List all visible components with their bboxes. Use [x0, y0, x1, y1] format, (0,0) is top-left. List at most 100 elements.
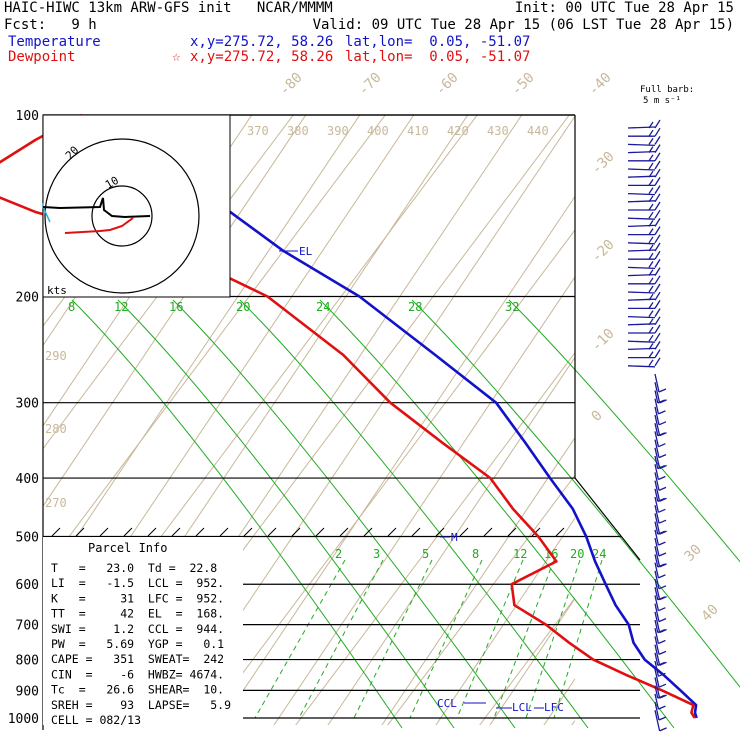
wind-barb: [627, 185, 661, 196]
hatch-mark: [435, 527, 445, 537]
dry-adiabat-line: [489, 597, 575, 725]
hodograph-ring-10: [91, 185, 153, 247]
wind-barb: [654, 710, 667, 732]
wind-barb: [654, 701, 667, 721]
dewpoint-latlon: lat,lon= 0.05, -51.07: [345, 49, 531, 65]
wind-barb: [654, 431, 666, 448]
isotherm-label: -20: [589, 237, 618, 266]
mixing-ratio-label: 28: [408, 300, 422, 314]
temperature-xy: x,y=275.72, 58.26: [190, 34, 334, 50]
hatch-mark: [411, 527, 421, 537]
barb-legend-line1: Full barb:: [640, 85, 694, 95]
wind-barb: [654, 398, 666, 415]
theta-label: 270: [45, 496, 67, 510]
hatch-mark: [219, 527, 229, 537]
mixing-ratio-label: 2: [335, 547, 342, 561]
model-title: HAIC-HIWC 13km ARW-GFS init NCAR/MMMM: [4, 0, 333, 16]
parcel-info-box: Parcel Info T = 23.0 Td = 22.8LI = -1.5 …: [43, 537, 243, 727]
hatch-mark: [195, 527, 205, 537]
pressure-tick-label: 300: [16, 397, 39, 412]
ccl-label: CCL: [437, 697, 457, 710]
wind-barb: [627, 218, 661, 228]
wind-barb: [627, 291, 661, 301]
barb-legend-line2: 5 m s⁻¹: [643, 96, 681, 106]
mixing-ratio-label: 12: [114, 300, 128, 314]
wind-barb: [627, 267, 661, 277]
wind-barb: [627, 234, 661, 245]
dewpoint-star-icon: ☆: [172, 49, 181, 65]
wind-barb: [627, 242, 661, 252]
temperature-trace: [162, 114, 698, 719]
wind-barb: [654, 603, 667, 623]
mixing-ratio-line: [172, 299, 516, 729]
wind-barb: [627, 160, 661, 171]
wind-barb: [628, 226, 661, 236]
theta-label: 290: [45, 349, 67, 363]
mixing-ratio-label: 3: [373, 547, 380, 561]
wind-barb: [654, 455, 666, 470]
wind-barb: [654, 423, 666, 437]
mixing-ratio-line: [411, 299, 740, 688]
theta-label: 430: [487, 124, 509, 138]
theta-label: 390: [327, 124, 349, 138]
hatch-mark: [387, 527, 397, 537]
wind-barb: [654, 390, 666, 404]
hatch-mark: [531, 527, 541, 537]
mixing-ratio-label: 32: [505, 300, 519, 314]
theta-label: 400: [367, 124, 389, 138]
mixing-ratio-label: 20: [236, 300, 250, 314]
parcel-info-row: CELL = 082/13: [51, 713, 141, 727]
isotherm-label: -60: [433, 70, 462, 99]
wind-barb: [627, 316, 661, 326]
wind-barb: [628, 324, 661, 334]
hatch-mark: [555, 527, 565, 537]
wind-barb: [654, 472, 667, 491]
wind-barb: [628, 300, 661, 310]
hodograph-trace-mid: [42, 197, 151, 219]
isotherm-label: -40: [586, 70, 615, 99]
mixing-ratio-label: 12: [513, 547, 527, 561]
wind-barb: [654, 521, 666, 535]
isotherm-label: -10: [589, 326, 618, 355]
mixing-ratio-label: 24: [592, 547, 606, 561]
mixing-ratio-label: 24: [316, 300, 330, 314]
pressure-tick-label: 800: [16, 654, 39, 669]
wind-barb: [654, 685, 666, 699]
parcel-info-row: Tc = 26.6 SHEAR= 10.: [51, 683, 224, 697]
temperature-latlon: lat,lon= 0.05, -51.07: [345, 34, 531, 50]
dry-adiabat-line: [435, 517, 575, 725]
wind-barb: [627, 259, 661, 270]
wind-barb: [654, 693, 666, 710]
pressure-tick-label: 100: [16, 109, 39, 124]
mixing-ratio-dashed-line: [553, 559, 603, 719]
wind-barb: [627, 119, 661, 129]
mixing-ratio-dashed-line: [525, 559, 581, 719]
parcel-info-row: PW = 5.69 YGP = 0.1: [51, 637, 224, 651]
wind-barb: [627, 332, 661, 343]
parcel-info-row: LI = -1.5 LCL = 952.: [51, 576, 224, 590]
dry-adiabat-line: [650, 0, 740, 728]
wind-barb: [654, 636, 667, 655]
isotherm-label: -50: [509, 70, 538, 99]
wind-barb: [628, 250, 661, 260]
hatch-mark: [99, 527, 109, 537]
wind-barb: [627, 136, 661, 147]
forecast-hour: Fcst: 9 h: [4, 17, 97, 33]
pressure-tick-label: 200: [16, 291, 39, 306]
mixing-ratio-dashed-line: [254, 559, 346, 719]
wind-barb: [628, 201, 661, 211]
wind-barb: [654, 570, 667, 590]
wind-barb: [654, 537, 667, 557]
wind-barbs: [627, 119, 667, 732]
pressure-tick-label: 900: [16, 684, 39, 699]
parcel-info-row: T = 23.0 Td = 22.8: [51, 561, 217, 575]
wind-barb: [654, 439, 667, 459]
wind-barb: [627, 341, 661, 351]
wind-barb: [654, 488, 666, 502]
hodograph-inset: 20 10 kts: [42, 114, 231, 298]
dry-adiabat-line: [381, 436, 575, 725]
mixing-ratio-dashed-line: [298, 559, 384, 719]
mixing-ratio-dashed-line: [409, 559, 483, 719]
theta-label: 410: [407, 124, 429, 138]
